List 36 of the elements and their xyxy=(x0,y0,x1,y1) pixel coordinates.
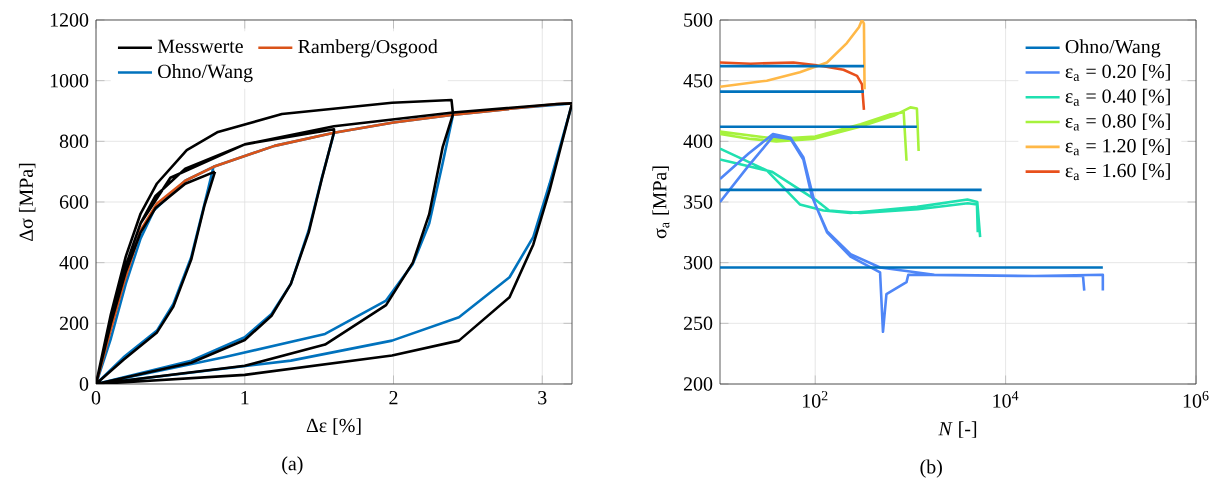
y-tick-label: 350 xyxy=(684,195,713,209)
text: (b) xyxy=(920,459,942,478)
x-tick-label: 10$^{4}$ xyxy=(993,391,1019,408)
y-axis-title: σ$_{a}$ [MPa] xyxy=(652,166,670,239)
legend-label: ε$_{a}$ = 1.20 [%] xyxy=(1065,138,1170,156)
legend-label: ε$_{a}$ = 1.60 [%] xyxy=(1065,163,1170,181)
x-tick-label: 3 xyxy=(538,391,547,405)
y-tick-label: 800 xyxy=(59,134,89,149)
y-tick-label: 400 xyxy=(59,255,89,270)
x-tick-label: 0 xyxy=(91,391,101,405)
x-tick-label: 1 xyxy=(241,391,249,405)
legend-label: ε$_{a}$ = 0.80 [%] xyxy=(1065,113,1170,131)
x-axis-title: Δε [%] xyxy=(306,418,361,435)
legend-label: Ohno/Wang xyxy=(1065,39,1161,58)
legend-label: Ramberg/Osgood xyxy=(298,39,438,58)
y-tick-label: 600 xyxy=(59,195,89,209)
text: (a) xyxy=(282,456,303,475)
x-axis-title: N [-] xyxy=(938,421,977,438)
y-tick-label: 1000 xyxy=(50,73,89,88)
x-tick-label: 10$^{6}$ xyxy=(1183,391,1209,408)
y-tick-label: 300 xyxy=(684,255,713,270)
y-tick-label: 500 xyxy=(684,13,713,27)
y-axis-title: Δσ [MPa] xyxy=(18,163,36,241)
x-tick-label: 2 xyxy=(389,391,398,405)
y-tick-label: 1200 xyxy=(50,13,89,27)
y-tick-label: 0 xyxy=(79,377,89,391)
y-tick-label: 250 xyxy=(683,316,713,331)
y-tick-label: 400 xyxy=(683,134,713,149)
legend-label: ε$_{a}$ = 0.40 [%] xyxy=(1065,88,1170,106)
x-tick-label: 10$^{2}$ xyxy=(803,391,828,408)
y-tick-label: 200 xyxy=(683,377,713,391)
y-tick-label: 450 xyxy=(683,73,713,88)
y-tick-label: 200 xyxy=(59,316,89,331)
legend-label: Messwerte xyxy=(157,39,243,53)
legend-label: ε$_{a}$ = 0.20 [%] xyxy=(1065,64,1170,82)
legend-label: Ohno/Wang xyxy=(158,64,253,83)
